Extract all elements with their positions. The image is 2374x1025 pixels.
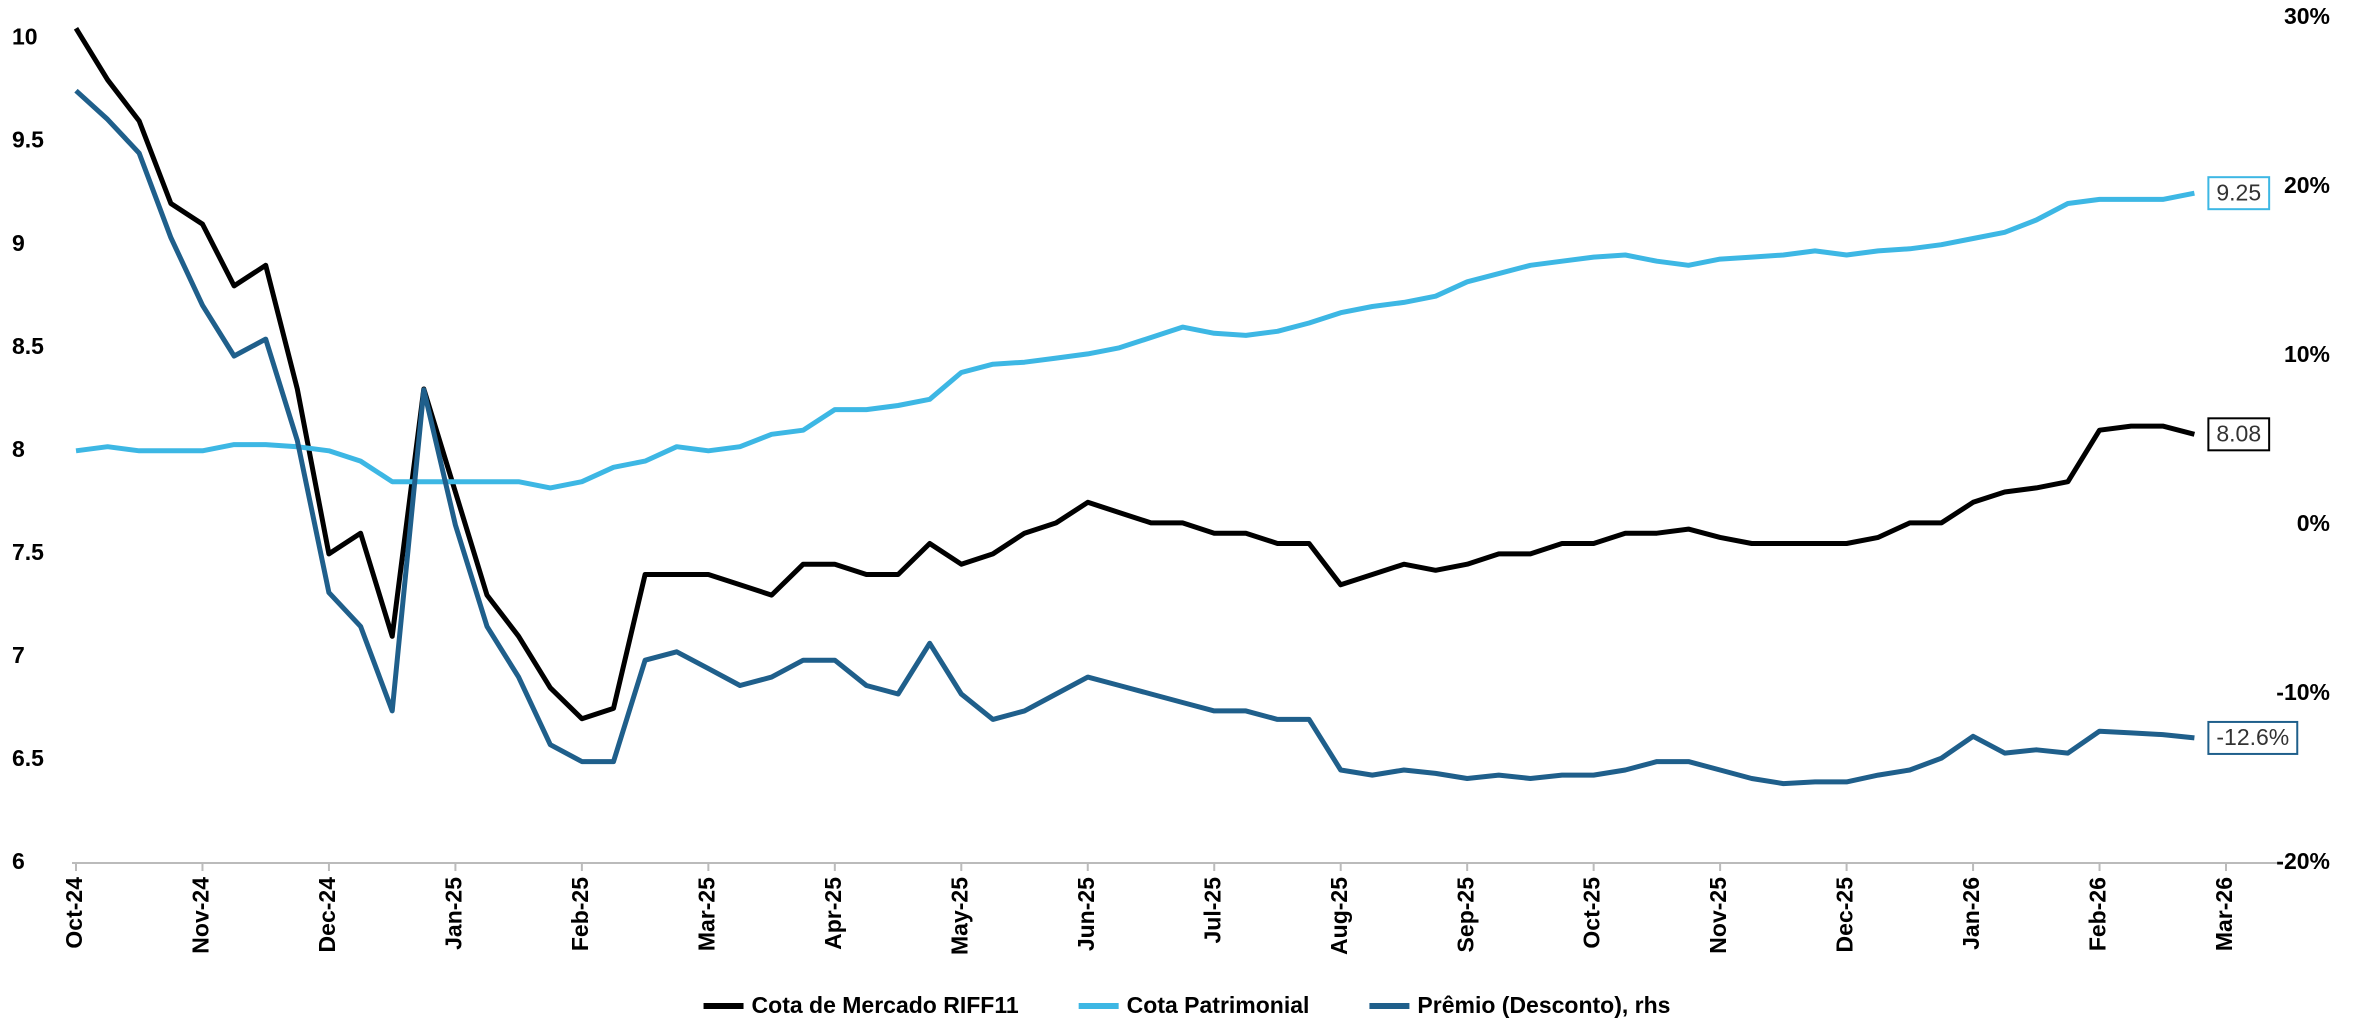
x-tick-label: Feb-26 [2085,877,2111,951]
x-tick-label: Jul-25 [1199,877,1225,944]
x-tick-label: Aug-25 [1326,877,1352,955]
y-tick-label: 9.5 [12,127,44,153]
end-label: 8.08 [2207,417,2271,452]
x-tick-label: Mar-25 [693,877,719,951]
y-tick-label: 6.5 [12,745,44,771]
y-tick-label: 6 [12,848,25,874]
y-tick-label: 10 [12,24,38,50]
x-tick-label: Jan-26 [1958,877,1984,950]
y2-tick-label: 30% [2284,3,2330,29]
y-tick-label: 8 [12,436,25,462]
y2-tick-label: -20% [2276,848,2330,874]
x-tick-label: May-25 [946,877,972,955]
series-line [74,88,2195,787]
y-tick-label: 8.5 [12,333,44,359]
x-tick-label: Nov-25 [1705,877,1731,954]
series-line [75,190,2195,491]
x-tick-label: Apr-25 [820,877,846,950]
x-tick-label: Oct-25 [1579,877,1605,949]
x-tick-label: Nov-24 [188,877,214,954]
x-tick-label: Dec-25 [1832,877,1858,953]
y-tick-label: 9 [12,230,25,256]
y2-tick-label: -10% [2276,679,2330,705]
x-tick-label: Mar-26 [2211,877,2237,951]
end-label-text: 8.08 [2216,420,2261,446]
end-label-text: -12.6% [2216,724,2289,750]
x-tick-label: Sep-25 [1452,877,1478,953]
x-tick-label: Dec-24 [314,877,340,953]
series-line [73,26,2196,722]
legend-label: Cota Patrimonial [1127,992,1310,1018]
x-tick-label: Jan-25 [440,877,466,950]
end-label: -12.6% [2207,720,2299,755]
end-label-box [2207,720,2299,755]
end-label: 9.25 [2207,176,2271,211]
x-tick-label: Oct-24 [61,877,87,949]
legend: Cota de Mercado RIFF11 Cota Patrimonial Pr… [703,992,1670,1018]
end-label-text: 9.25 [2216,179,2261,205]
y2-tick-label: 20% [2284,172,2330,198]
x-tick-label: Feb-25 [567,877,593,951]
legend-label: Prêmio (Desconto), rhs [1417,992,1670,1018]
end-label-box [2207,176,2271,211]
y-tick-label: 7.5 [12,539,44,565]
y-tick-label: 7 [12,642,25,668]
x-tick-label: Jun-25 [1073,877,1099,951]
y2-tick-label: 10% [2284,341,2330,367]
end-label-box [2207,417,2271,452]
y2-tick-label: 0% [2297,510,2330,536]
legend-label: Cota de Mercado RIFF11 [752,992,1019,1018]
